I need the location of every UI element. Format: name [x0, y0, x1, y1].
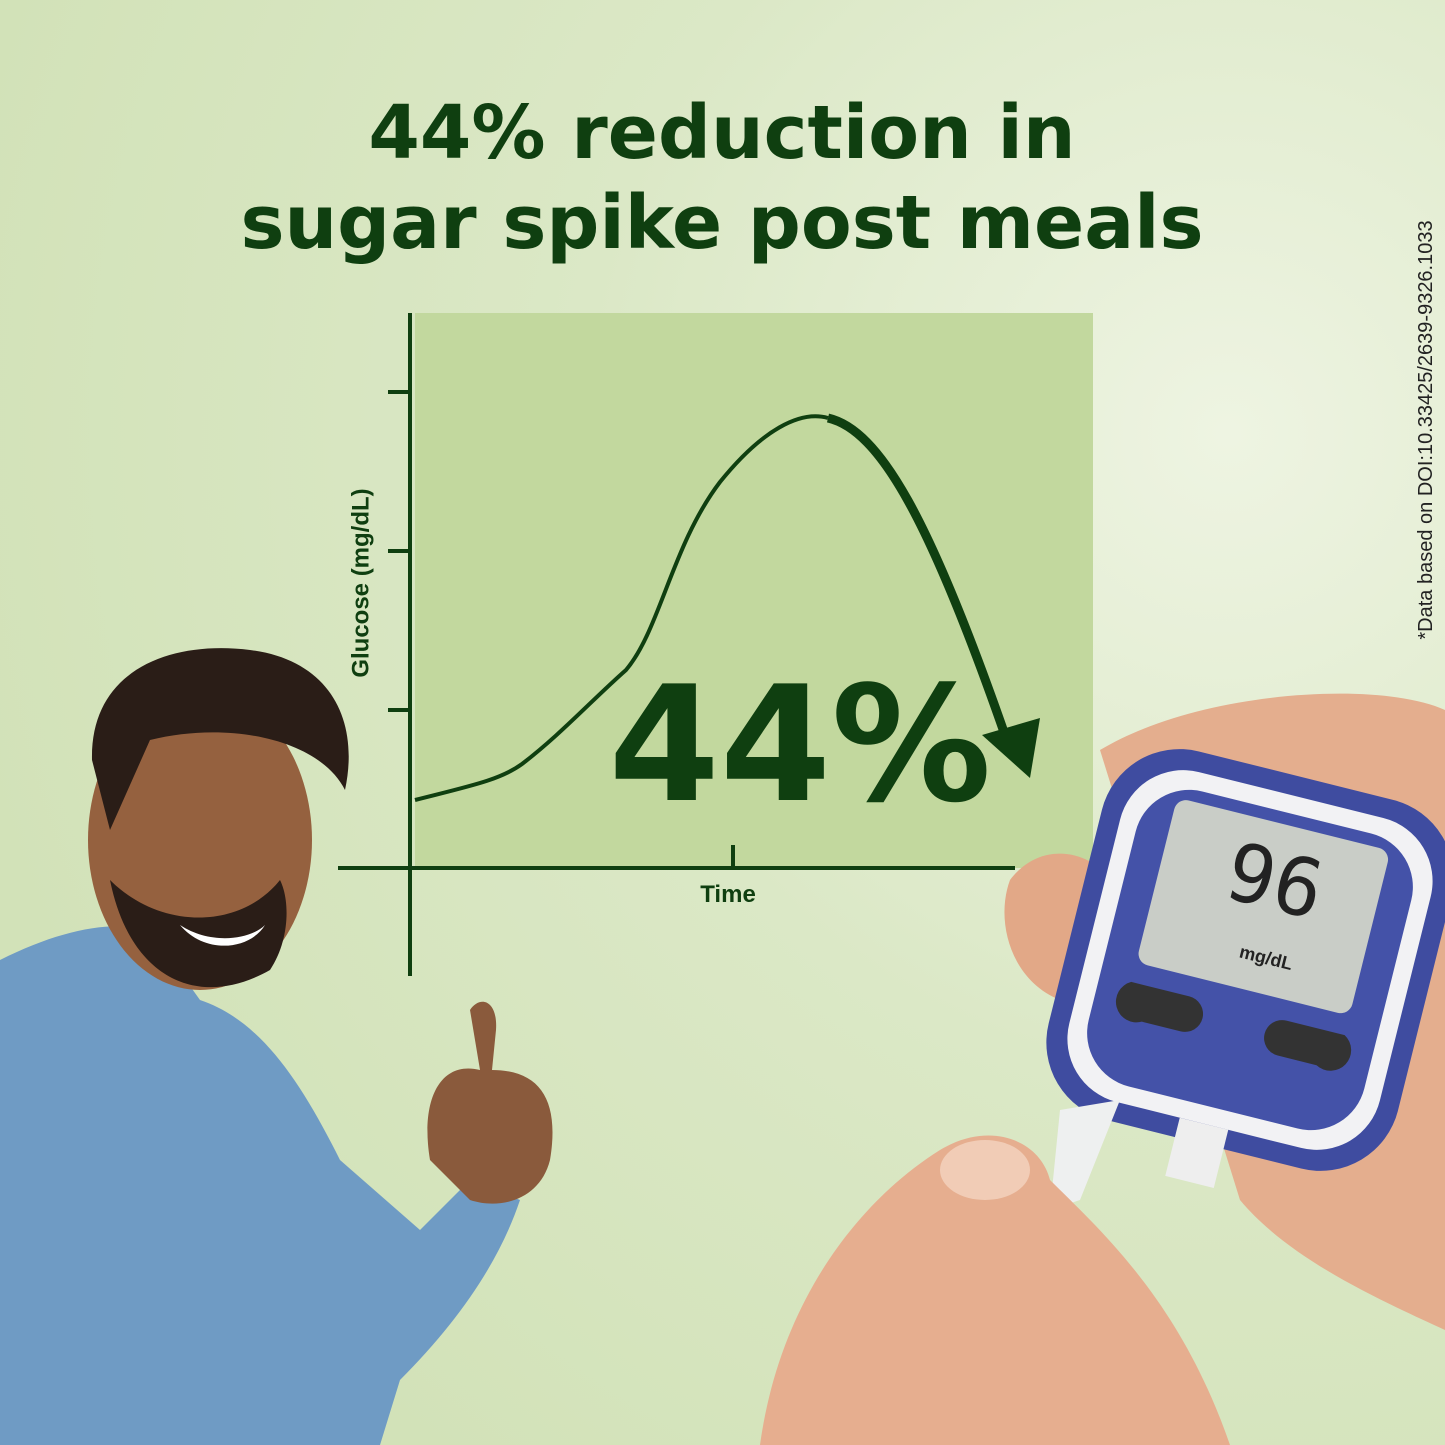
stat: 44%: [609, 651, 992, 838]
schematic-chart: Glucose (mg/dL) Time 44%: [338, 313, 1093, 976]
y-axis-label: Glucose (mg/dL): [347, 488, 374, 677]
x-axis-label: Time: [700, 881, 756, 908]
title-line: sugar spike post meals: [240, 180, 1203, 266]
person-illustration: [0, 648, 553, 1445]
title-line: 44% reduction in: [368, 90, 1075, 176]
axes: [338, 313, 1015, 976]
drop-arrow: [826, 413, 1010, 737]
footnote: *Data based on DOI:10.33425/2639-9326.10…: [1415, 220, 1437, 639]
glucose-curve: [414, 414, 829, 802]
plot-area: [415, 313, 1093, 868]
meter-illustration: 96 mg/dL: [760, 693, 1445, 1445]
meter-reading: 96: [1217, 824, 1333, 938]
arrow-head: [982, 718, 1040, 778]
